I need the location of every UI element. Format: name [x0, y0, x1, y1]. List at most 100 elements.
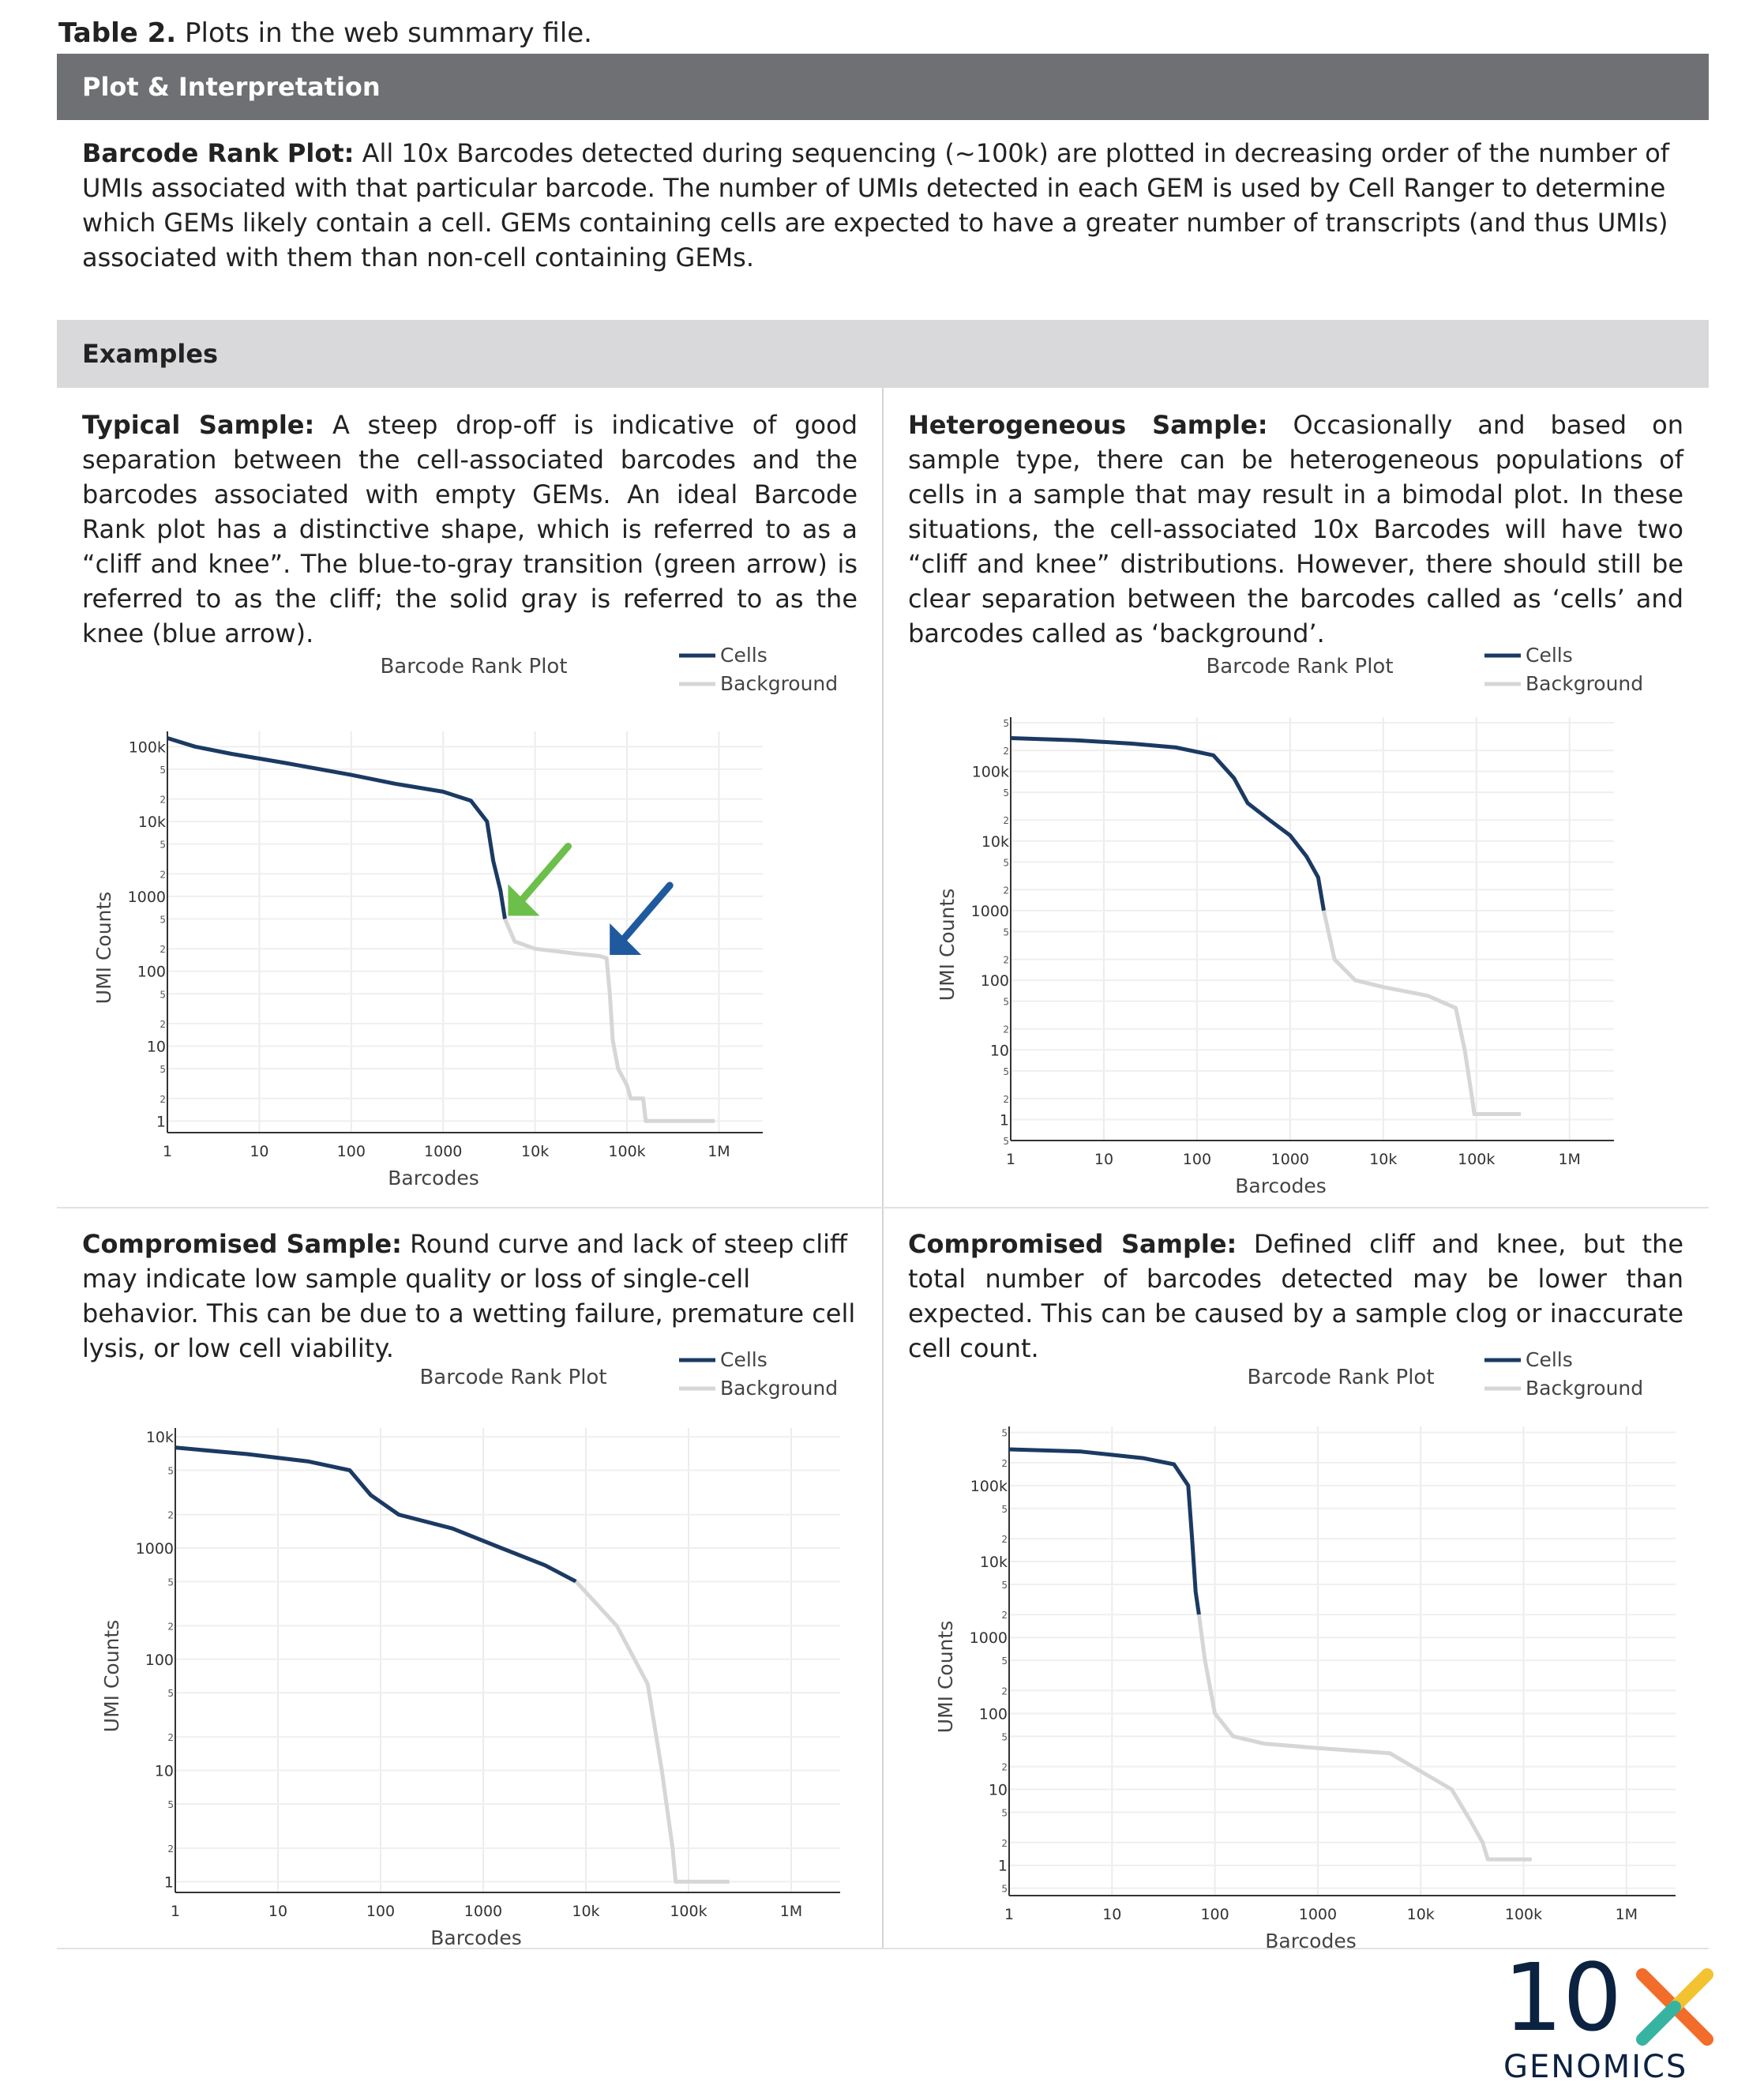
- legend-label: Cells: [720, 1348, 768, 1371]
- y-axis-label: UMI Counts: [100, 1620, 123, 1732]
- y-minor-tick-label: 5: [1003, 997, 1009, 1008]
- y-minor-tick-label: 5: [1001, 1428, 1008, 1439]
- y-minor-tick-label: 2: [1001, 1458, 1008, 1469]
- x-tick-label: 10: [268, 1903, 287, 1920]
- y-tick-label: 1: [164, 1873, 174, 1891]
- y-minor-tick-label: 2: [160, 869, 166, 880]
- y-axis-label: UMI Counts: [92, 892, 115, 1004]
- x-tick-label: 10k: [521, 1143, 549, 1160]
- y-minor-tick-label: 2: [167, 1843, 174, 1855]
- background-series-line: [1322, 910, 1521, 1116]
- blue-arrow-shaft: [617, 881, 674, 946]
- x-tick-label: 10k: [572, 1903, 599, 1920]
- y-minor-tick-label: 5: [1003, 1066, 1009, 1077]
- green-arrow-shaft: [515, 842, 572, 907]
- y-minor-tick-label: 2: [1001, 1534, 1008, 1545]
- y-minor-tick-label: 5: [167, 1799, 174, 1810]
- x-tick-label: 1000: [1271, 1151, 1309, 1168]
- y-tick-label: 1: [156, 1113, 166, 1130]
- y-minor-tick-label: 2: [1001, 1838, 1008, 1849]
- y-tick-label: 1000: [128, 889, 166, 906]
- compromised-round-chart: 2 5 2 5 2 5 2 5 1 10 100 1000 10k 100k 1M 1 10 100 1000 10k…: [100, 1348, 840, 1949]
- table-caption: Table 2. Plots in the web summary file.: [58, 17, 592, 49]
- x-tick-label: 1000: [1299, 1906, 1337, 1923]
- x-tick-label: 1M: [707, 1143, 730, 1160]
- background-series-line: [574, 1580, 730, 1884]
- x-tick-label: 100: [337, 1143, 366, 1160]
- y-tick-label: 10k: [146, 1429, 174, 1446]
- y-minor-tick-label: 5: [167, 1688, 174, 1699]
- y-tick-label: 10k: [138, 814, 166, 831]
- y-minor-tick-label: 5: [1003, 787, 1009, 799]
- y-minor-tick-label: 2: [160, 1094, 166, 1105]
- x-tick-label: 1: [1006, 1151, 1015, 1168]
- typical-sample-text: Typical Sample: A steep drop-off is indi…: [82, 410, 858, 648]
- legend-label: Background: [1526, 672, 1643, 695]
- x-tick-label: 1: [171, 1903, 180, 1920]
- svg-text:10: 10: [1503, 1951, 1622, 2052]
- plot-interpretation-header: Plot & Interpretation: [57, 54, 1709, 120]
- y-tick-label: 1000: [970, 1629, 1008, 1647]
- x-axis-label: Barcodes: [388, 1167, 479, 1189]
- y-minor-tick-label: 2: [1001, 1762, 1008, 1773]
- cells-series-line: [167, 736, 507, 919]
- y-minor-tick-label: 2: [1003, 955, 1009, 966]
- y-tick-label: 1000: [136, 1540, 174, 1558]
- cells-series-line: [1010, 736, 1326, 911]
- y-minor-tick-label: 2: [1001, 1686, 1008, 1697]
- y-tick-label: 10: [989, 1782, 1008, 1799]
- heterogeneous-sample-chart: 5 2 5 2 5 2 5 2 5 2 5 2 5 1 10 100 1000 10k 100k 1M 1 10 100 10…: [936, 644, 1643, 1197]
- x-tick-label: 10: [1102, 1906, 1121, 1923]
- y-minor-tick-label: 2: [1003, 885, 1009, 896]
- legend-label: Cells: [720, 644, 768, 667]
- y-tick-label: 10: [147, 1039, 166, 1056]
- x-tick-label: 1: [163, 1143, 172, 1160]
- x-axis-label: Barcodes: [430, 1926, 522, 1949]
- legend-label: Cells: [1526, 1348, 1573, 1371]
- x-tick-label: 1: [1004, 1906, 1014, 1923]
- y-minor-tick-label: 2: [1003, 815, 1009, 826]
- y-minor-tick-label: 2: [167, 1510, 174, 1521]
- y-axis-label: UMI Counts: [934, 1621, 957, 1733]
- y-minor-tick-label: 5: [160, 840, 166, 851]
- compromised-sample-text-2: Compromised Sample: Defined cliff and kn…: [908, 1229, 1684, 1363]
- legend-label: Cells: [1526, 644, 1573, 667]
- y-minor-tick-label: 5: [1001, 1655, 1008, 1667]
- y-tick-label: 1: [998, 1858, 1008, 1875]
- y-minor-tick-label: 5: [1003, 1136, 1009, 1147]
- x-tick-label: 100k: [1458, 1151, 1495, 1168]
- y-minor-tick-label: 5: [167, 1577, 174, 1588]
- x-tick-label: 10k: [1407, 1906, 1435, 1923]
- y-tick-label: 100: [979, 1705, 1008, 1723]
- x-tick-label: 1M: [1558, 1151, 1580, 1168]
- x-tick-label: 1M: [780, 1903, 802, 1920]
- y-tick-label: 100: [981, 972, 1009, 990]
- y-minor-tick-label: 5: [160, 989, 166, 1000]
- y-minor-tick-label: 5: [1001, 1731, 1008, 1742]
- y-tick-label: 10k: [980, 1554, 1008, 1571]
- x-tick-label: 100k: [608, 1143, 645, 1160]
- y-tick-label: 100k: [970, 1478, 1008, 1495]
- cells-series-line: [1008, 1447, 1201, 1615]
- blue-arrow-head: [610, 923, 642, 956]
- chart-title: Barcode Rank Plot: [1247, 1366, 1434, 1389]
- y-minor-tick-label: 2: [160, 944, 166, 955]
- y-tick-label: 1: [1000, 1111, 1009, 1129]
- x-tick-label: 100: [1200, 1906, 1229, 1923]
- chart-title: Barcode Rank Plot: [419, 1366, 606, 1389]
- y-minor-tick-label: 5: [1001, 1884, 1008, 1895]
- y-minor-tick-label: 5: [1001, 1504, 1008, 1515]
- x-tick-label: 10: [1094, 1151, 1113, 1168]
- y-minor-tick-label: 2: [1001, 1610, 1008, 1621]
- y-minor-tick-label: 5: [1003, 718, 1009, 729]
- x-tick-label: 1M: [1616, 1906, 1638, 1923]
- green-arrow-head: [508, 884, 540, 916]
- typical-sample-chart: 2 5 2 5 2 5 2 5 2 5 1 10 100 1000 10k 100k 1M 1 10 100 1000 1…: [92, 644, 838, 1189]
- y-tick-label: 100k: [972, 764, 1009, 781]
- x-tick-label: 100k: [670, 1903, 707, 1920]
- y-tick-label: 100k: [129, 738, 166, 756]
- y-minor-tick-label: 5: [160, 1064, 166, 1075]
- legend-label: Background: [720, 672, 838, 695]
- x-tick-label: 10k: [1369, 1151, 1397, 1168]
- chart-title: Barcode Rank Plot: [380, 655, 567, 678]
